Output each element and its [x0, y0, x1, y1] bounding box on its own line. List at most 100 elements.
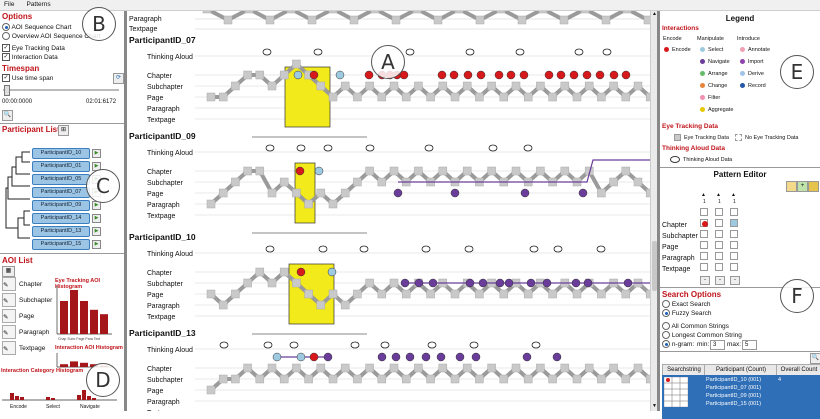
- legend-derive: Derive: [740, 71, 764, 77]
- scroll-thumb[interactable]: [652, 241, 657, 291]
- participant-item[interactable]: ParticipantID_15: [32, 239, 90, 250]
- participant-item[interactable]: ParticipantID_09: [32, 200, 90, 211]
- play-icon[interactable]: ▶: [92, 149, 101, 158]
- check-interaction[interactable]: ✓ Interaction Data: [2, 53, 58, 62]
- participant-title: ParticipantID_07: [129, 35, 196, 45]
- fixation-block: [475, 289, 484, 299]
- fixation-block: [426, 289, 435, 299]
- options-title: Options: [2, 12, 33, 21]
- timespan-slider-handle[interactable]: [4, 85, 10, 96]
- pattern-cell[interactable]: [730, 263, 738, 271]
- participant-item[interactable]: ParticipantID_05: [32, 174, 90, 185]
- fixation-block: [487, 363, 496, 373]
- radio-ngram[interactable]: n-gram:: [662, 340, 694, 349]
- fixation-block: [414, 81, 423, 91]
- folder-icon[interactable]: [786, 181, 797, 192]
- radio-exact-search[interactable]: Exact Search: [662, 300, 710, 309]
- aoi-item-chapter[interactable]: ✎ Chapter: [2, 277, 42, 293]
- participant-item[interactable]: ParticipantID_14: [32, 213, 90, 224]
- aoi-item-paragraph[interactable]: ✎ Paragraph: [2, 325, 49, 341]
- fixation-block: [292, 278, 301, 288]
- play-icon[interactable]: ▶: [92, 214, 101, 223]
- pattern-cell[interactable]: [700, 263, 708, 271]
- menu-patterns[interactable]: Patterns: [26, 1, 51, 8]
- result-row[interactable]: ParticipantID_10 (001) ParticipantID_07 …: [662, 375, 820, 419]
- fixation-block: [389, 166, 399, 176]
- pattern-cell[interactable]: [715, 252, 723, 260]
- pattern-cell[interactable]: [730, 230, 738, 238]
- interaction-dot: [449, 70, 459, 80]
- pattern-cell[interactable]: [700, 230, 708, 238]
- pattern-col-remove-button[interactable]: -: [730, 276, 740, 285]
- aoi-item-subchapter[interactable]: ✎ Subchapter: [2, 293, 52, 309]
- pencil-icon: ✎: [2, 341, 16, 356]
- pattern-cell[interactable]: [715, 230, 723, 238]
- check-eye-tracking[interactable]: ✓ Eye Tracking Data: [2, 44, 65, 53]
- radio-fuzzy-search[interactable]: Fuzzy Search: [662, 309, 712, 318]
- dot-icon: [700, 83, 705, 89]
- timespan-slider-track[interactable]: [3, 89, 119, 91]
- max-input[interactable]: 5: [742, 340, 757, 350]
- participant-item[interactable]: ParticipantID_13: [32, 226, 90, 237]
- pattern-col-remove-button[interactable]: -: [715, 276, 725, 285]
- pattern-col-number: 1: [703, 199, 706, 205]
- pattern-col-remove-button[interactable]: -: [700, 276, 710, 285]
- aoi-item-textpage[interactable]: ✎ Textpage: [2, 341, 45, 357]
- interaction-dot: [478, 278, 488, 288]
- pattern-cell[interactable]: [700, 241, 708, 249]
- participant-item[interactable]: ParticipantID_10: [32, 148, 90, 159]
- participant-item[interactable]: ParticipantID_07: [32, 187, 90, 198]
- participant-item[interactable]: ParticipantID_01: [32, 161, 90, 172]
- pattern-cell[interactable]: [715, 263, 723, 271]
- interaction-dot: [377, 352, 387, 362]
- check-use-timespan[interactable]: ✓ Use time span: [2, 74, 54, 83]
- pattern-cell[interactable]: [715, 241, 723, 249]
- radio-overview[interactable]: Overview AOI Sequence Chart: [2, 32, 100, 41]
- menu-file[interactable]: File: [4, 1, 15, 8]
- fixation-block: [412, 11, 422, 14]
- chart-scrollbar[interactable]: ▲ ▼: [650, 11, 658, 411]
- fixation-block: [265, 15, 275, 25]
- left-splitter[interactable]: [124, 11, 127, 411]
- scroll-up-arrow[interactable]: ▲: [652, 11, 657, 17]
- fixation-block: [633, 81, 643, 91]
- pattern-cell[interactable]: [730, 208, 738, 216]
- pattern-col-up-arrow[interactable]: ▲: [701, 192, 706, 198]
- scroll-down-arrow[interactable]: ▼: [652, 403, 657, 409]
- pattern-cell[interactable]: [730, 241, 738, 249]
- pattern-cell[interactable]: [700, 252, 708, 260]
- add-pattern-icon[interactable]: +: [797, 181, 808, 192]
- search-button[interactable]: 🔍: [810, 353, 820, 364]
- fixation-block: [462, 363, 472, 373]
- speech-bubble-icon: [323, 144, 333, 152]
- min-input[interactable]: 3: [710, 340, 725, 350]
- radio-all-common[interactable]: All Common Strings: [662, 322, 729, 331]
- pattern-cell[interactable]: [700, 208, 708, 216]
- fixation-block: [536, 166, 545, 176]
- hist-bar: [60, 301, 68, 334]
- pattern-col-up-arrow[interactable]: ▲: [731, 192, 736, 198]
- aoi-item-page[interactable]: ✎ Page: [2, 309, 34, 325]
- fixation-block: [584, 363, 594, 373]
- save-pattern-icon[interactable]: [808, 181, 819, 192]
- pattern-cell[interactable]: [730, 252, 738, 260]
- search-time-button[interactable]: 🔍: [2, 110, 13, 121]
- dot-icon: [664, 47, 669, 53]
- pattern-cell[interactable]: [730, 219, 738, 227]
- grid-view-button[interactable]: ▦: [2, 266, 15, 277]
- result-participant: ParticipantID_09 (001): [706, 393, 762, 399]
- dendrogram: [5, 151, 30, 239]
- right-splitter[interactable]: [657, 11, 660, 411]
- participant-tool-button[interactable]: ⊞: [58, 125, 69, 136]
- refresh-button[interactable]: ⟳: [113, 73, 124, 84]
- play-icon[interactable]: ▶: [92, 240, 101, 249]
- pattern-cell[interactable]: [715, 208, 723, 216]
- pattern-cell[interactable]: [715, 219, 723, 227]
- dot-icon: [700, 95, 705, 101]
- interaction-dot: [309, 352, 319, 362]
- fixation-block: [223, 15, 233, 25]
- radio-aoi-sequence[interactable]: AOI Sequence Chart: [2, 23, 71, 32]
- radio-longest-common[interactable]: Longest Common String: [662, 331, 742, 340]
- pattern-col-up-arrow[interactable]: ▲: [716, 192, 721, 198]
- play-icon[interactable]: ▶: [92, 227, 101, 236]
